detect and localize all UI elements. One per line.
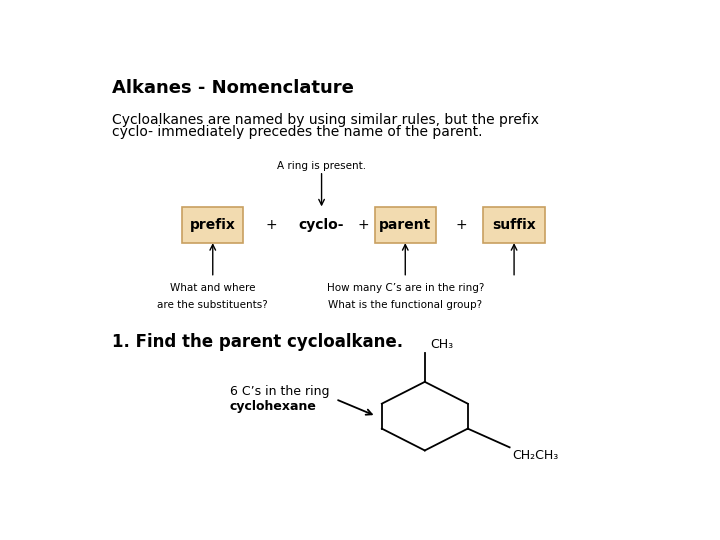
FancyBboxPatch shape [483,207,545,242]
Text: CH₃: CH₃ [431,338,454,350]
Text: Cycloalkanes are named by using similar rules, but the prefix: Cycloalkanes are named by using similar … [112,113,539,126]
Text: cyclo- immediately precedes the name of the parent.: cyclo- immediately precedes the name of … [112,125,483,139]
FancyBboxPatch shape [182,207,243,242]
Text: cyclo-: cyclo- [299,218,344,232]
Text: 6 C’s in the ring: 6 C’s in the ring [230,384,329,397]
Text: parent: parent [379,218,431,232]
Text: 1. Find the parent cycloalkane.: 1. Find the parent cycloalkane. [112,333,403,351]
Text: Alkanes - Nomenclature: Alkanes - Nomenclature [112,79,354,97]
Text: suffix: suffix [492,218,536,232]
Text: +: + [455,218,467,232]
FancyBboxPatch shape [374,207,436,242]
Text: +: + [266,218,277,232]
Text: What and where: What and where [170,283,256,293]
Text: CH₂CH₃: CH₂CH₃ [513,449,559,462]
Text: prefix: prefix [190,218,235,232]
Text: are the substituents?: are the substituents? [158,300,268,310]
Text: How many C’s are in the ring?: How many C’s are in the ring? [327,283,484,293]
Text: cyclohexane: cyclohexane [230,400,316,413]
Text: What is the functional group?: What is the functional group? [328,300,482,310]
Text: A ring is present.: A ring is present. [277,161,366,171]
Text: +: + [358,218,369,232]
